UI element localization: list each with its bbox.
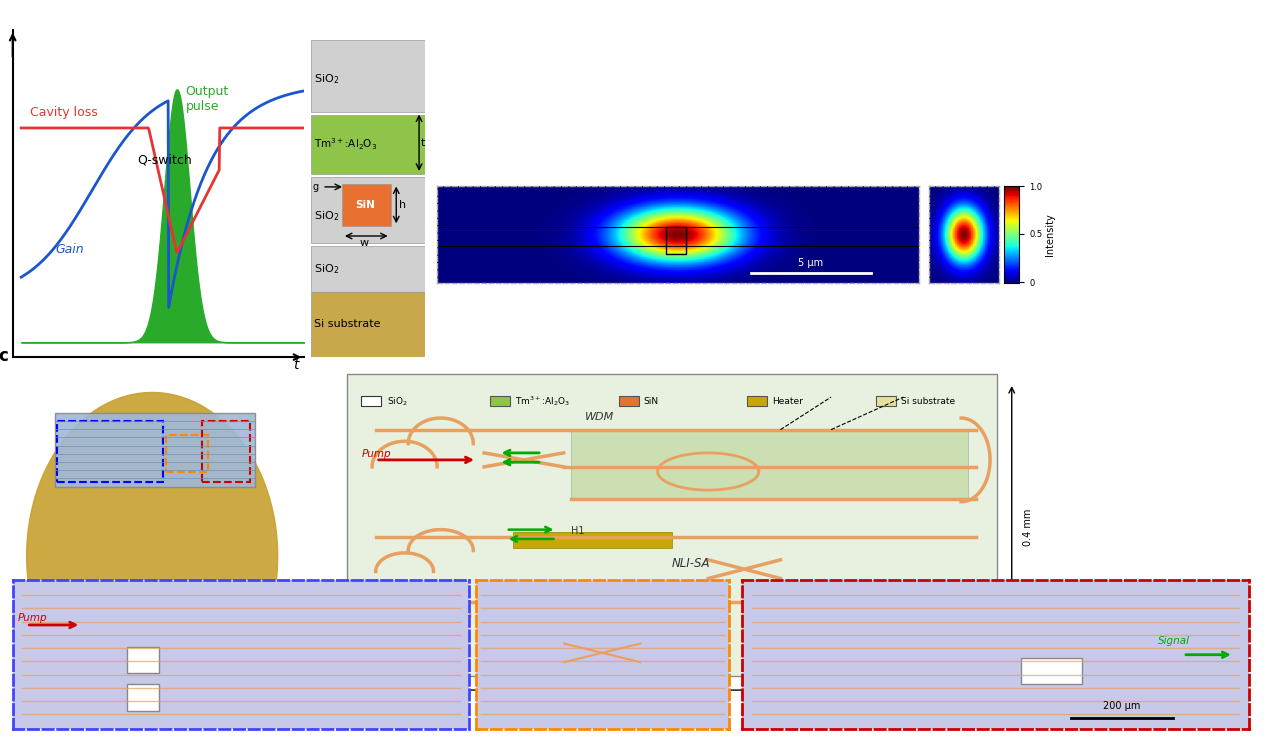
Gain [161,303,176,312]
Text: Q-switch: Q-switch [137,154,191,167]
Gain [148,104,164,113]
Polygon shape [346,373,997,676]
Bar [127,684,158,711]
Bar [311,292,425,357]
Bar [57,421,164,482]
Text: Signal: Signal [1158,635,1189,646]
Text: H1: H1 [571,526,585,536]
Gain [150,103,165,112]
Bar [311,177,425,243]
Cavity loss [297,124,312,132]
Bar [127,647,158,673]
Text: NLI-SA: NLI-SA [672,557,710,570]
Bar [311,39,425,112]
Text: Gain: Gain [55,243,84,256]
Text: Heater: Heater [772,397,804,405]
Text: SiN: SiN [355,200,375,210]
Bar [876,396,896,406]
Bar [667,227,686,254]
Bar [571,429,969,499]
Bar [489,396,510,406]
Bar [514,532,672,548]
Text: 5 μm: 5 μm [799,257,823,268]
Bar [311,246,425,292]
Text: SiO$_2$: SiO$_2$ [313,262,339,275]
Line: Gain: Gain [22,91,304,307]
Text: c: c [0,347,9,365]
Polygon shape [27,393,278,719]
Cavity loss [170,248,185,257]
Text: SiO$_2$: SiO$_2$ [387,395,407,408]
Cavity loss [148,155,164,164]
Bar [342,184,391,226]
Text: w: w [359,237,368,248]
Bar [203,421,250,482]
Text: Signal output: Signal output [852,608,923,618]
Y-axis label: Intensity: Intensity [1045,213,1055,256]
Text: t: t [293,358,298,372]
Text: WDM: WDM [586,412,615,423]
Cavity loss [14,124,29,132]
Text: t: t [421,138,425,148]
Text: g: g [312,182,318,192]
Gain [183,209,198,218]
Cavity loss [183,222,198,231]
Bar [619,396,639,406]
Text: SiN: SiN [644,397,659,405]
Text: Pump: Pump [361,449,391,458]
Bar [1021,658,1082,684]
Text: Si substrate: Si substrate [313,319,380,330]
Text: h: h [399,200,406,210]
Text: 0.4 mm: 0.4 mm [1022,509,1032,546]
Gain [167,270,183,279]
Cavity loss [150,162,165,171]
Gain [14,273,29,282]
Bar [361,396,382,406]
Text: Pump: Pump [18,613,47,623]
Cavity loss [246,124,261,132]
Gain [290,88,306,97]
Text: Si substrate: Si substrate [902,397,955,405]
Line: Cavity loss: Cavity loss [22,128,304,252]
Bar [311,115,425,174]
Text: 22 mm: 22 mm [638,689,677,699]
Text: SiO$_2$: SiO$_2$ [313,210,339,223]
Text: Cavity loss: Cavity loss [29,106,98,119]
Text: Tm$^{3+}$:Al$_2$O$_3$: Tm$^{3+}$:Al$_2$O$_3$ [515,394,571,408]
Gain [297,86,312,95]
Bar [514,597,672,613]
Gain [246,106,261,115]
Cavity loss [167,237,183,246]
Text: 200 μm: 200 μm [1103,701,1141,711]
Text: H2: H2 [549,593,563,603]
Bar [55,413,255,487]
Bar [166,435,208,472]
Bar [747,396,767,406]
Text: Tm$^{3+}$:Al$_2$O$_3$: Tm$^{3+}$:Al$_2$O$_3$ [313,137,377,152]
Text: Output
pulse: Output pulse [185,85,228,113]
Text: SiO$_2$: SiO$_2$ [313,72,339,86]
Cavity loss [290,124,306,132]
